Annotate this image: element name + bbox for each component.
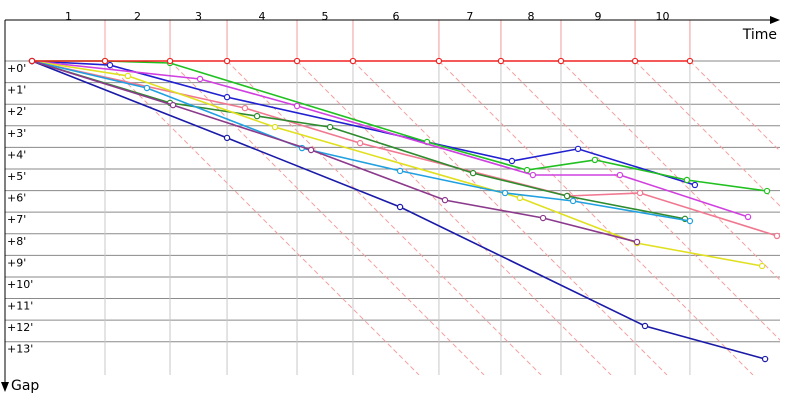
point <box>563 192 571 200</box>
point <box>196 75 204 83</box>
y-axis-arrow <box>1 382 9 392</box>
lap-diagonal <box>560 60 780 281</box>
y-tick-label: +11' <box>7 300 33 313</box>
lap-diagonal <box>500 60 780 341</box>
point <box>271 123 279 131</box>
grid: +0' +1' +2' +3' +4' +5' +6' +7' +8' +9' +10' +11' +1… <box>5 60 780 356</box>
y-tick-label: +1' <box>7 84 26 97</box>
point <box>763 187 771 195</box>
point <box>293 102 301 110</box>
point <box>28 57 36 65</box>
point <box>591 156 599 164</box>
point <box>636 189 644 197</box>
point <box>516 194 524 202</box>
point <box>497 57 505 65</box>
lap-label: 6 <box>392 10 399 23</box>
point <box>557 57 565 65</box>
point <box>616 171 624 179</box>
point <box>143 84 151 92</box>
point <box>686 57 694 65</box>
lap-diagonal <box>169 60 485 375</box>
lap-diagonal <box>634 60 780 207</box>
lap-label: 4 <box>259 10 266 23</box>
point <box>293 57 301 65</box>
point <box>469 169 477 177</box>
point <box>223 57 231 65</box>
point <box>166 57 174 65</box>
point <box>326 123 334 131</box>
series-line <box>31 60 766 360</box>
y-tick-label: +13' <box>7 343 33 356</box>
lap-diagonal <box>352 60 668 375</box>
series-line <box>31 60 749 218</box>
lap-diagonal <box>689 60 780 152</box>
lap-label: 5 <box>322 10 329 23</box>
y-tick-label: +8' <box>7 235 26 248</box>
lap-label: 3 <box>195 10 202 23</box>
point <box>101 57 109 65</box>
x-axis-title: Time <box>742 27 777 43</box>
point <box>356 139 364 147</box>
point <box>441 196 449 204</box>
point <box>523 166 531 174</box>
point <box>349 57 357 65</box>
lap-label: 2 <box>134 10 141 23</box>
point <box>529 171 537 179</box>
point <box>253 112 261 120</box>
point <box>631 57 639 65</box>
point <box>761 355 769 363</box>
lap-label: 9 <box>595 10 602 23</box>
series <box>28 57 781 363</box>
point <box>396 203 404 211</box>
y-tick-label: +3' <box>7 127 26 140</box>
lap-label: 7 <box>466 10 473 23</box>
lap-diagonal <box>296 60 612 375</box>
y-tick-label: +0' <box>7 62 26 75</box>
point <box>223 93 231 101</box>
point <box>686 217 694 225</box>
point <box>758 262 766 270</box>
point <box>633 238 641 246</box>
point <box>691 181 699 189</box>
point <box>106 61 114 69</box>
point <box>307 146 315 154</box>
lap-label: 8 <box>527 10 534 23</box>
y-tick-label: +6' <box>7 192 26 205</box>
point <box>169 101 177 109</box>
point <box>569 197 577 205</box>
series-line <box>31 60 638 243</box>
point <box>223 134 231 142</box>
point <box>683 176 691 184</box>
point <box>539 214 547 222</box>
lap-diagonal <box>104 60 420 375</box>
series-line <box>31 60 696 186</box>
point <box>641 322 649 330</box>
series-line <box>31 60 763 267</box>
y-axis-title: Gap <box>11 378 39 394</box>
point <box>508 157 516 165</box>
point <box>435 57 443 65</box>
point <box>396 167 404 175</box>
y-tick-label: +4' <box>7 148 26 161</box>
lap-label: 1 <box>65 10 72 23</box>
x-axis-arrow <box>770 16 780 24</box>
point <box>744 213 752 221</box>
lap-diagonals <box>104 60 780 375</box>
y-tick-label: +7' <box>7 213 26 226</box>
point <box>773 232 781 240</box>
y-tick-label: +2' <box>7 105 26 118</box>
point <box>241 104 249 112</box>
lap-diagonal <box>226 60 542 375</box>
y-tick-label: +5' <box>7 170 26 183</box>
y-tick-label: +9' <box>7 256 26 269</box>
y-tick-label: +10' <box>7 278 33 291</box>
lap-label: 10 <box>655 10 669 23</box>
point <box>501 189 509 197</box>
point <box>124 72 132 80</box>
point <box>574 145 582 153</box>
lap-diagonal <box>438 60 754 375</box>
y-tick-label: +12' <box>7 321 33 334</box>
